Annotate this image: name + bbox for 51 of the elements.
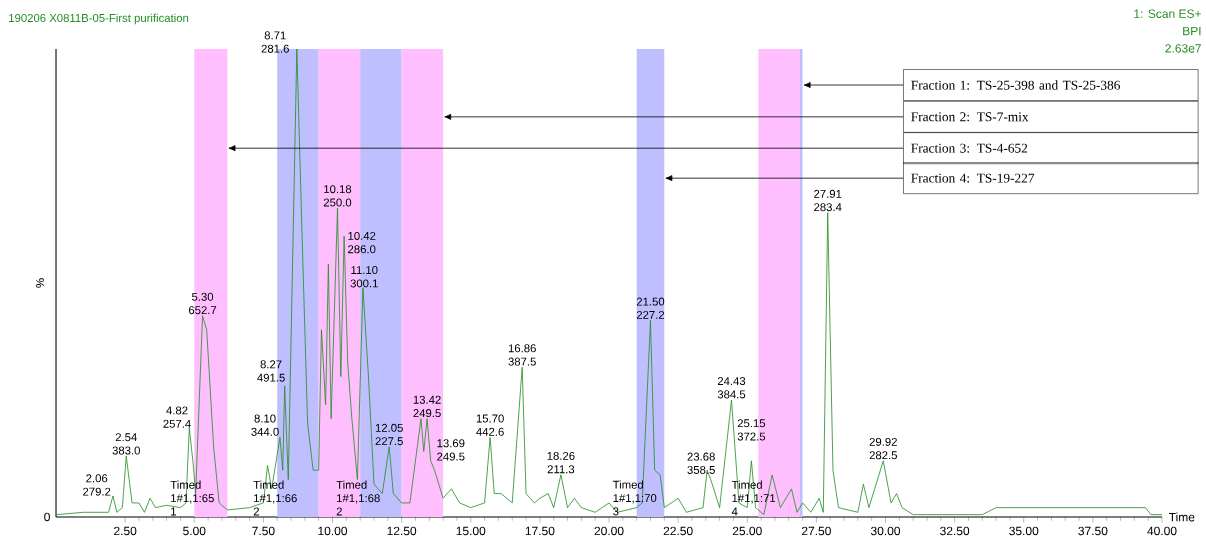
x-tick-label: 5.00 [183, 526, 206, 536]
annotation: 10.18 250.0 [323, 185, 352, 207]
x-tick-label: 10.00 [318, 526, 348, 536]
annotation: Fraction 4: TS-19-227 [911, 173, 1035, 183]
annotation: Fraction 2: TS-7-mix [911, 112, 1029, 122]
x-tick-label: 15.00 [456, 526, 486, 536]
x-axis-title: Time [1168, 512, 1195, 522]
annotation: 13.69 249.5 [437, 439, 465, 461]
annotation: 4.82 257.4 [163, 406, 191, 428]
annotation: 29.92 282.5 [869, 437, 897, 460]
annotation: 16.86 387.5 [508, 344, 536, 366]
annotation: 24.43 384.5 [717, 377, 746, 399]
annotation: Fraction 3: TS-4-652 [911, 143, 1028, 153]
annotation: 23.68 358.5 [687, 452, 715, 474]
annotation: 10.42 286.0 [348, 231, 376, 254]
annotation: Fraction 1: TS-25-398 and TS-25-386 [911, 80, 1121, 90]
annotation: 18.26 211.3 [547, 451, 575, 474]
x-tick-label: 2.50 [114, 526, 137, 536]
annotation: 25.15 372.5 [737, 419, 766, 441]
annotation: 2.06 279.2 [83, 474, 111, 496]
x-tick-label: 17.50 [525, 526, 555, 536]
x-tick-label: 37.50 [1078, 526, 1108, 536]
annotation: 8.27 491.5 [257, 360, 285, 382]
annotation: Timed 1#1,1:65 1 [170, 480, 214, 516]
x-tick-label: 30.00 [870, 526, 901, 536]
text: BPI [1183, 26, 1201, 36]
x-tick-label: 40.00 [1147, 526, 1177, 536]
chart-title: 190206 X0811B-05-First purification [9, 13, 189, 25]
x-tick-label: 27.50 [801, 526, 831, 536]
x-tick-label: 25.00 [732, 526, 762, 536]
annotation: 13.42 249.5 [413, 395, 441, 418]
x-tick-label: 35.00 [1009, 526, 1039, 536]
x-tick-label: 12.50 [387, 526, 417, 536]
y-axis-title: % [36, 278, 44, 288]
text: 0 [44, 512, 50, 522]
text: 2.63e7 [1165, 44, 1201, 53]
text: 1: Scan ES+ [1134, 9, 1201, 18]
annotation: 27.91 283.4 [814, 189, 842, 212]
annotation: 5.30 652.7 [188, 292, 217, 315]
x-tick-label: 7.50 [252, 526, 275, 536]
annotation: 8.10 344.0 [251, 414, 279, 436]
x-tick-label: 20.00 [594, 526, 624, 536]
annotation: 21.50 227.2 [636, 297, 665, 319]
annotation: 2.54 383.0 [112, 433, 140, 455]
x-tick-label: 22.50 [663, 526, 693, 536]
annotation: Timed 1#1,1:68 2 [336, 480, 380, 516]
annotation: 11.10 300.1 [350, 266, 378, 288]
annotation: 12.05 227.5 [375, 423, 403, 446]
annotation: 8.71 281.6 [261, 31, 289, 53]
annotation: 15.70 442.6 [476, 414, 504, 436]
x-tick-label: 32.50 [940, 526, 970, 536]
